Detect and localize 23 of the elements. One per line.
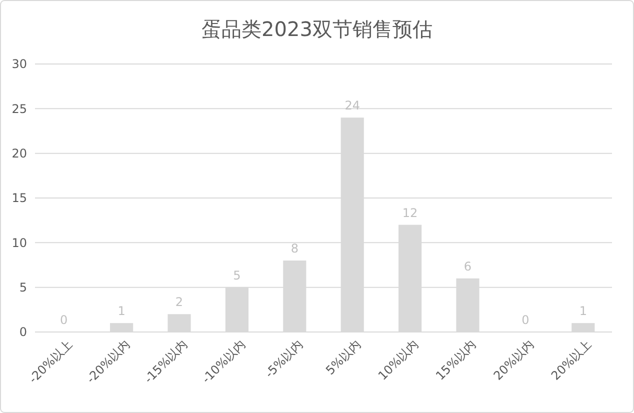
bar (168, 314, 191, 332)
data-label: 1 (579, 304, 587, 318)
data-label: 0 (60, 313, 68, 327)
data-label: 0 (522, 313, 530, 327)
y-tick-label: 15 (12, 191, 27, 206)
data-label: 12 (402, 206, 418, 220)
data-label: 2 (175, 295, 184, 310)
y-tick-label: 5 (19, 280, 27, 295)
x-tick-label: -5%以内 (262, 337, 306, 381)
x-tick-label: 5%以内 (323, 337, 364, 378)
data-label: 5 (233, 268, 241, 282)
y-tick-label: 25 (12, 102, 27, 116)
data-label: 8 (290, 242, 298, 256)
bar (572, 323, 595, 332)
bar (110, 323, 134, 332)
chart-title: 蛋品类2023双节销售预估 (202, 17, 432, 41)
y-tick-label: 0 (19, 325, 27, 340)
data-label: 24 (344, 98, 360, 113)
data-label: 1 (118, 304, 126, 318)
y-tick-label: 20 (12, 146, 27, 161)
y-tick-label: 10 (12, 236, 27, 250)
data-label: 6 (464, 259, 472, 274)
y-tick-label: 30 (12, 57, 27, 72)
